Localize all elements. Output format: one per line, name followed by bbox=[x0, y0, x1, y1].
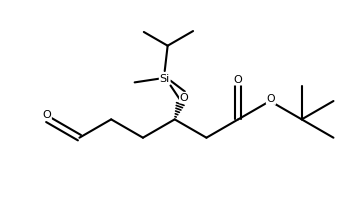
Text: Si: Si bbox=[160, 74, 170, 84]
Text: O: O bbox=[180, 93, 189, 103]
Text: O: O bbox=[234, 75, 243, 85]
Text: O: O bbox=[42, 110, 51, 120]
Text: O: O bbox=[267, 94, 275, 104]
